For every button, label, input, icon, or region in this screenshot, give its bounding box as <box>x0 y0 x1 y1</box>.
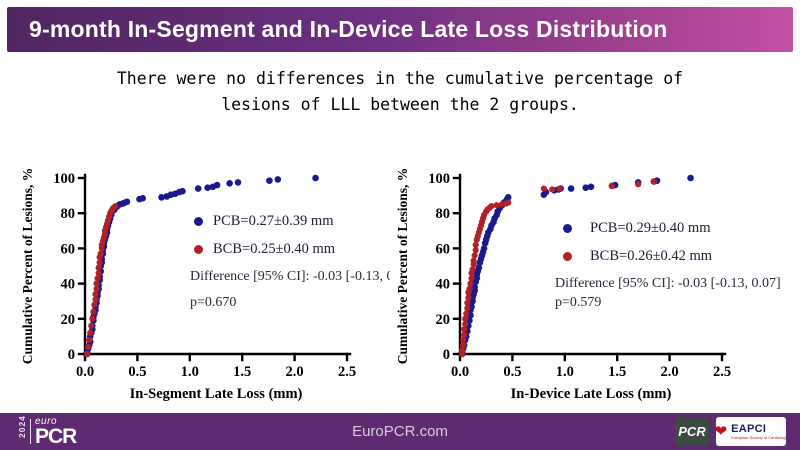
svg-text:60: 60 <box>436 241 451 257</box>
eapci-logo: ❤ EAPCI European Society of Cardiology <box>714 417 788 446</box>
bcb-legend-label: BCB=0.26±0.42 mm <box>590 248 713 264</box>
svg-text:1.5: 1.5 <box>233 364 251 380</box>
difference-annotation: Difference [95% CI]: -0.03 [-0.13, 0.07] <box>555 276 781 291</box>
p-value-annotation: p=0.670 <box>190 295 237 310</box>
legend-item-bcb: BCB=0.25±0.40 mm <box>194 241 390 258</box>
legend-item-pcb: PCB=0.27±0.39 mm <box>194 213 390 230</box>
svg-text:In-Segment Late Loss (mm): In-Segment Late Loss (mm) <box>130 386 303 402</box>
subtitle-line-1: There were no differences in the cumulat… <box>116 69 684 88</box>
subtitle: There were no differences in the cumulat… <box>0 66 800 117</box>
difference-annotation: Difference [95% CI]: -0.03 [-0.13, 0.0 <box>190 269 390 284</box>
svg-text:80: 80 <box>61 206 76 222</box>
svg-text:2.5: 2.5 <box>338 364 356 380</box>
svg-text:Cumulative Percent of Lesions,: Cumulative Percent of Lesions, % <box>395 168 410 365</box>
pcb-dot-icon <box>563 224 572 233</box>
svg-text:0.5: 0.5 <box>128 364 146 380</box>
svg-text:Cumulative Percent of Lesions,: Cumulative Percent of Lesions, % <box>20 168 35 365</box>
pcb-legend-label: PCB=0.29±0.40 mm <box>590 220 711 236</box>
svg-text:2.0: 2.0 <box>661 364 679 380</box>
svg-text:0: 0 <box>68 347 75 363</box>
logo-divider <box>30 419 31 444</box>
svg-text:20: 20 <box>436 312 451 328</box>
bcb-legend-label: BCB=0.25±0.40 mm <box>213 241 336 257</box>
in-device-chart-plot: 0.0 0.5 1.0 1.5 2.0 2.5 0 20 40 60 80 100 In-Device … <box>395 168 731 402</box>
svg-text:40: 40 <box>61 277 76 293</box>
svg-text:40: 40 <box>436 277 451 293</box>
in-device-chart: 0.0 0.5 1.0 1.5 2.0 2.5 0 20 40 60 80 100 In-Device … <box>393 158 790 406</box>
bcb-dot-icon <box>194 245 203 254</box>
svg-text:0.5: 0.5 <box>503 364 521 380</box>
svg-text:100: 100 <box>428 171 450 187</box>
svg-text:2.5: 2.5 <box>713 364 731 380</box>
legend-item-bcb: BCB=0.26±0.42 mm <box>563 248 781 265</box>
europcr-logo: 2024 euro PCR <box>16 415 77 448</box>
europcr-euro-label: euro <box>35 415 58 427</box>
svg-text:0: 0 <box>443 347 450 363</box>
in-segment-legend: PCB=0.27±0.39 mm BCB=0.25±0.40 mm Differ… <box>190 213 390 311</box>
heart-icon: ❤ <box>714 423 728 440</box>
in-segment-chart: 0.0 0.5 1.0 1.5 2.0 2.5 0 20 40 60 80 100 In-Segment… <box>18 158 390 406</box>
eapci-name-label: EAPCI <box>731 422 767 435</box>
header-bar: 9-month In-Segment and In-Device Late Lo… <box>7 7 793 52</box>
svg-text:0.0: 0.0 <box>76 364 94 380</box>
p-value-annotation: p=0.579 <box>555 295 602 310</box>
subtitle-line-2: lesions of LLL between the 2 groups. <box>221 94 579 114</box>
pcb-dot-icon <box>194 217 203 226</box>
svg-text:80: 80 <box>436 206 451 222</box>
svg-text:1.0: 1.0 <box>556 364 574 380</box>
svg-text:1.0: 1.0 <box>181 364 199 380</box>
svg-text:100: 100 <box>53 171 75 187</box>
svg-text:60: 60 <box>61 241 76 257</box>
eapci-tagline: European Society of Cardiology <box>731 434 788 440</box>
pcr-badge-logo: PCR <box>675 418 709 445</box>
footer-bar: 2024 euro PCR EuroPCR.com PCR ❤ EAPCI Eu… <box>0 413 800 450</box>
legend-item-pcb: PCB=0.29±0.40 mm <box>563 220 781 237</box>
bcb-dot-icon <box>563 252 572 261</box>
pcb-legend-label: PCB=0.27±0.39 mm <box>213 213 334 229</box>
in-segment-chart-plot: 0.0 0.5 1.0 1.5 2.0 2.5 0 20 40 60 80 100 In-Segment… <box>20 168 356 402</box>
slide-title: 9-month In-Segment and In-Device Late Lo… <box>29 16 668 42</box>
svg-text:0.0: 0.0 <box>451 364 469 380</box>
footer-site-link[interactable]: EuroPCR.com <box>352 423 448 440</box>
europcr-pcr-label: PCR <box>35 424 77 448</box>
svg-text:2.0: 2.0 <box>286 364 304 380</box>
svg-text:20: 20 <box>61 312 76 328</box>
svg-text:In-Device Late Loss (mm): In-Device Late Loss (mm) <box>511 386 672 402</box>
in-device-legend: PCB=0.29±0.40 mm BCB=0.26±0.42 mm Differ… <box>555 220 781 311</box>
svg-text:1.5: 1.5 <box>608 364 626 380</box>
